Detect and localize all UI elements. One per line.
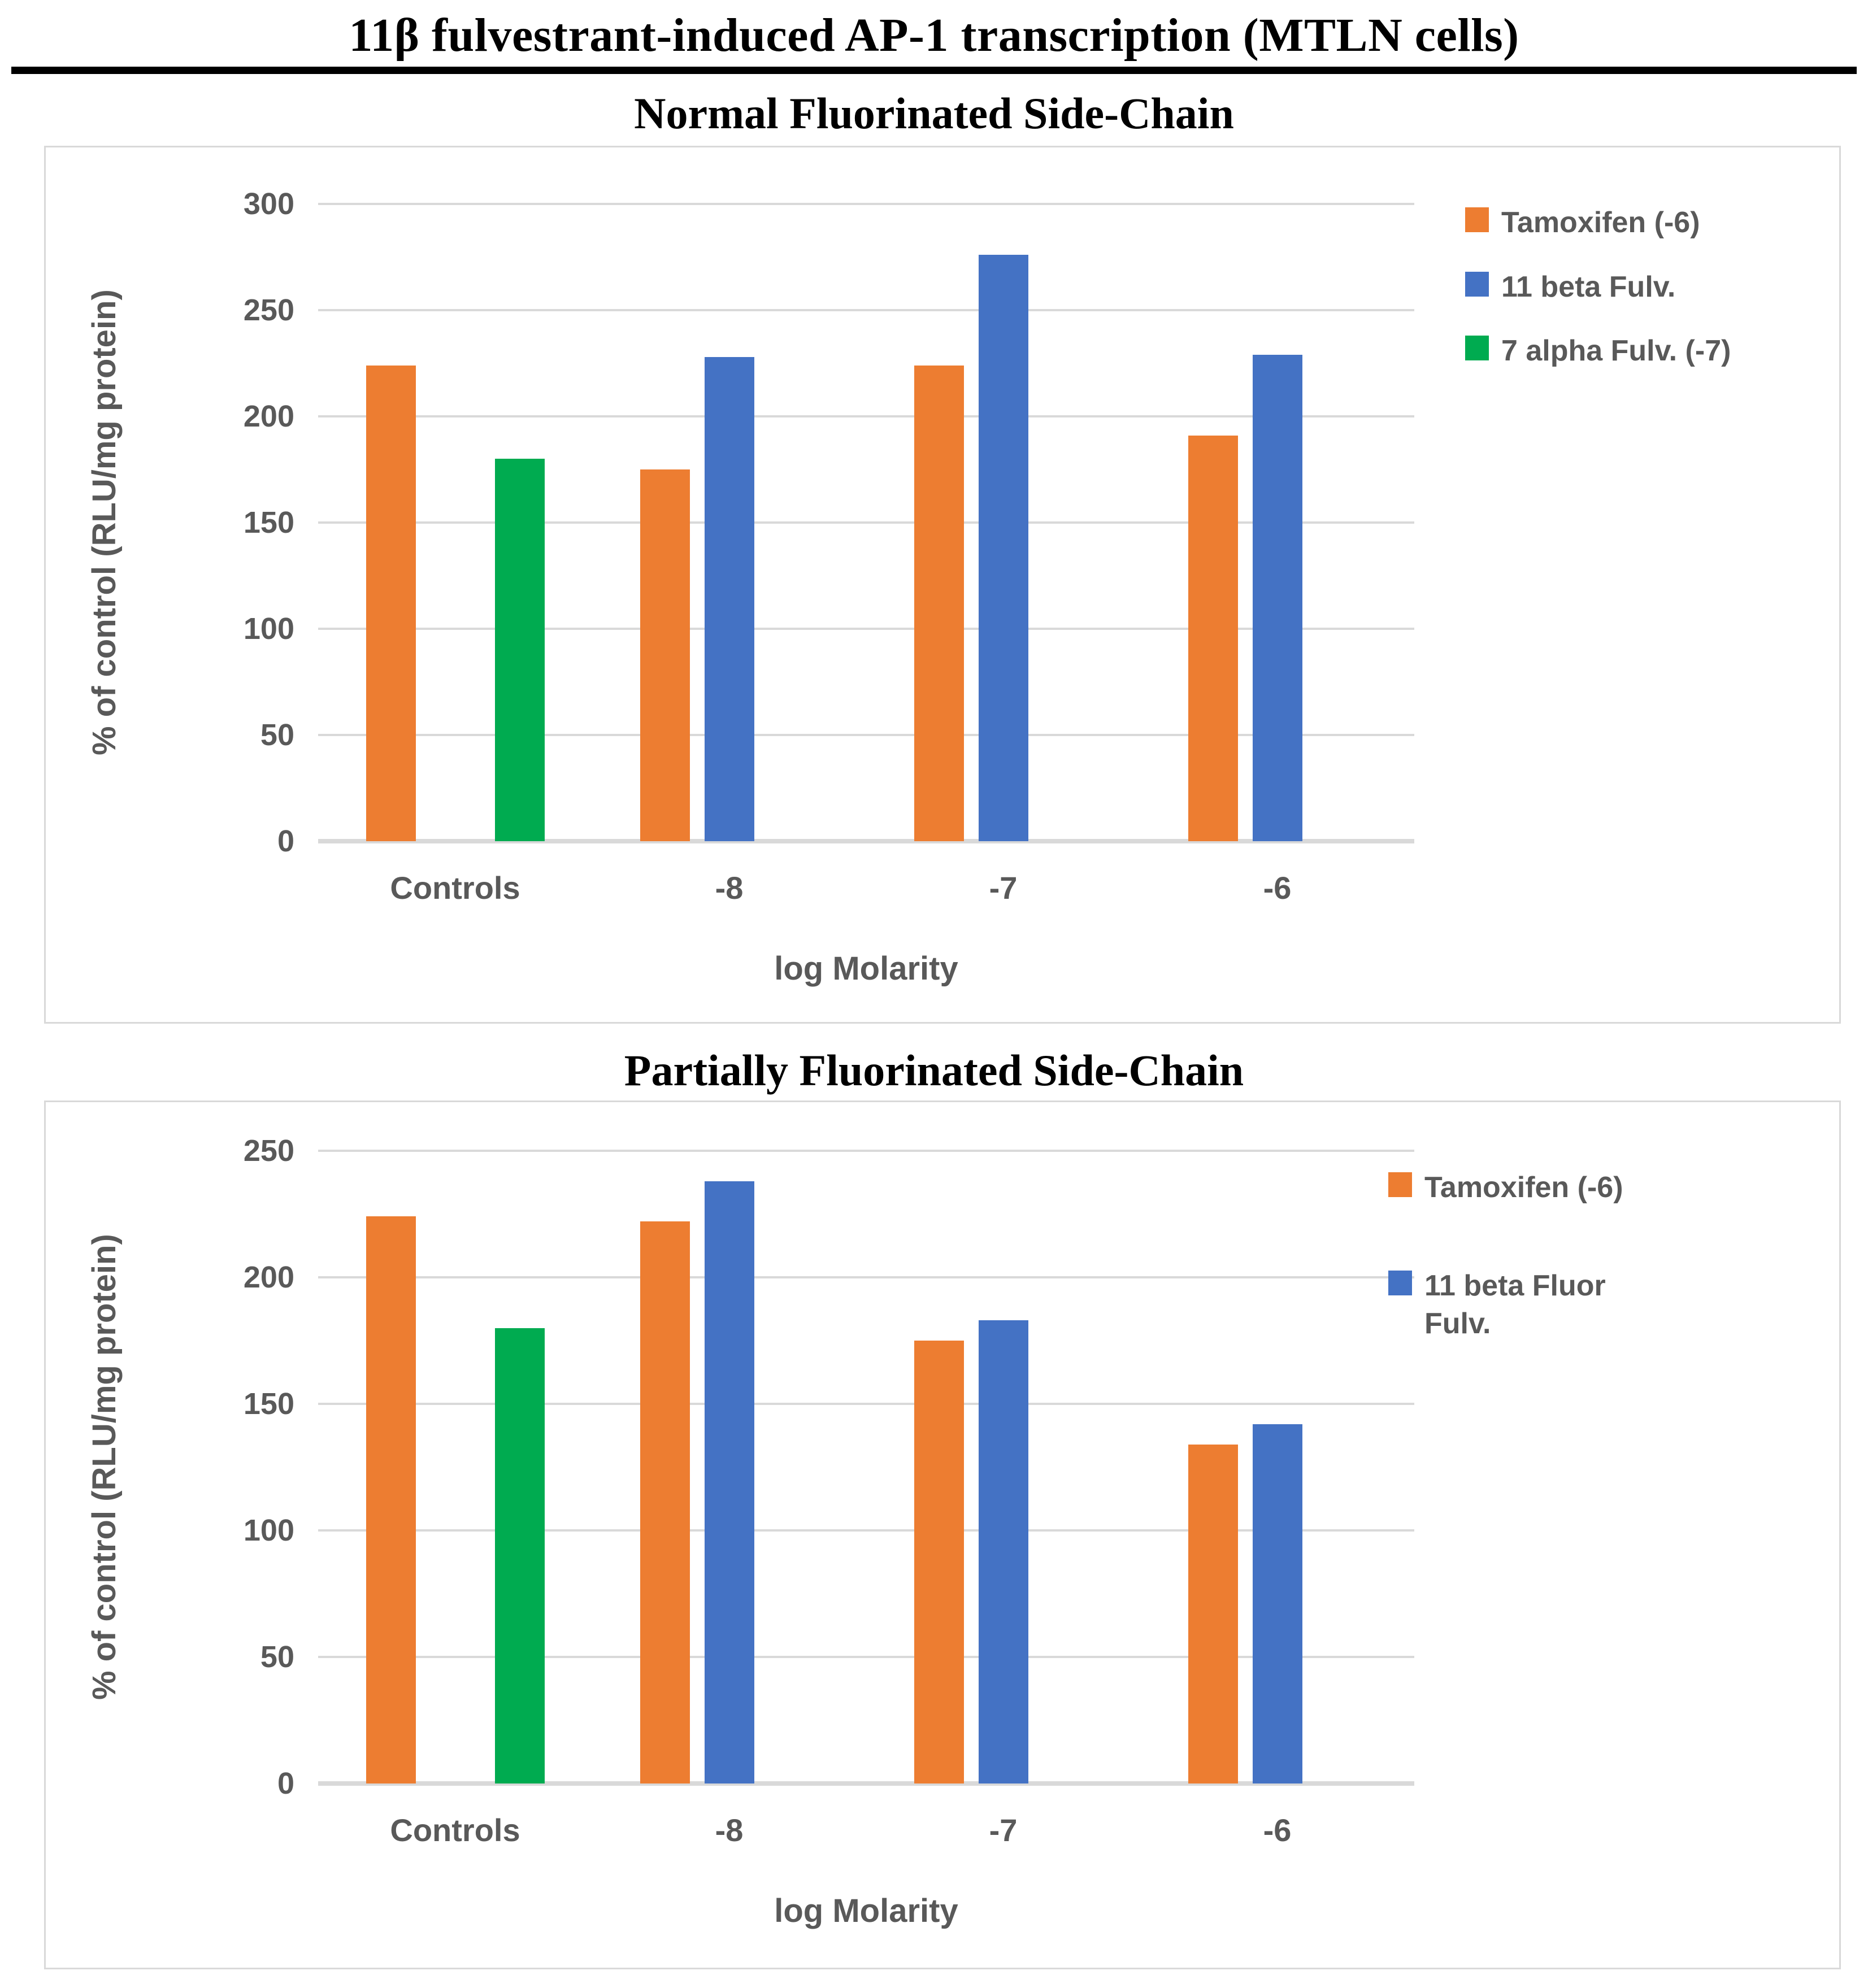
chart1-legend: Tamoxifen (-6) 11 beta Fulv. 7 alpha Fulv.… — [1465, 204, 1731, 371]
chart1-y-axis-title: % of control (RLU/mg protein) — [86, 289, 123, 756]
y-tick-label-250: 250 — [243, 1134, 294, 1168]
category-group-6 — [1140, 1151, 1414, 1783]
bar-tamoxifen-8 — [640, 1221, 690, 1783]
chart2-x-axis-title: log Molarity — [774, 1893, 958, 1929]
x-tick-label-controls: Controls — [390, 870, 520, 906]
chart1-title: Normal Fluorinated Side-Chain — [634, 89, 1234, 138]
y-tick-label-250: 250 — [243, 293, 294, 327]
category-group-7 — [866, 1151, 1140, 1783]
category-group-8 — [592, 1151, 866, 1783]
legend-label-7-alpha-fulv--7: 7 alpha Fulv. (-7) — [1501, 334, 1731, 368]
y-tick-label-100: 100 — [243, 1513, 294, 1547]
gridline-50 — [318, 1656, 1414, 1658]
legend-item-tamoxifen--6: Tamoxifen (-6) — [1465, 204, 1731, 242]
x-tick-label-6: -6 — [1263, 870, 1292, 906]
legend-label-11-beta-fulv: 11 beta Fulv. — [1501, 270, 1676, 303]
chart2-y-axis-ticks: 0 50 100 150 200 250 — [193, 1134, 294, 1800]
category-group-controls — [318, 204, 592, 841]
chart1-x-axis-title: log Molarity — [774, 950, 958, 987]
category-group-7 — [866, 204, 1140, 841]
chart2-bar-groups — [318, 1151, 1414, 1783]
chart2-partially-fluorinated: % of control (RLU/mg protein) 0 50 100 150 2… — [44, 1100, 1841, 1969]
gridline-100 — [318, 1529, 1414, 1532]
legend-marker-blue-square-icon — [1388, 1270, 1412, 1295]
legend-marker-blue-square-icon — [1465, 271, 1489, 297]
legend-label-11-beta-fluor-fulv: 11 beta Fluor Fulv. — [1424, 1269, 1606, 1341]
chart2-y-axis-title: % of control (RLU/mg protein) — [86, 1234, 123, 1700]
legend-item-11-beta-fulv: 11 beta Fulv. — [1465, 268, 1731, 307]
bar-tamoxifen-6 — [1188, 435, 1238, 841]
gridline-100 — [318, 628, 1414, 630]
chart2-x-axis-ticks: Controls -8 -7 -6 — [318, 1812, 1414, 1848]
chart1-bar-groups — [318, 204, 1414, 841]
y-tick-label-200: 200 — [243, 1260, 294, 1294]
gridline-300 — [318, 203, 1414, 205]
y-tick-label-50: 50 — [260, 1640, 294, 1674]
bar-beta-fulv-8 — [704, 356, 754, 841]
gridline-0 — [318, 1781, 1414, 1786]
y-tick-label-150: 150 — [243, 506, 294, 540]
chart1-normal-fluorinated: % of control (RLU/mg protein) 0 50 100 150 2… — [44, 146, 1841, 1024]
chart1-plot-area — [318, 203, 1414, 843]
legend-item-tamoxifen--6: Tamoxifen (-6) — [1388, 1169, 1650, 1207]
y-tick-label-150: 150 — [243, 1387, 294, 1421]
category-group-8 — [592, 204, 866, 841]
gridline-200 — [318, 415, 1414, 417]
gridline-250 — [318, 309, 1414, 311]
y-tick-label-200: 200 — [243, 399, 294, 433]
x-tick-label-7: -7 — [989, 1812, 1018, 1848]
legend-item-11-beta-fluor-fulv: 11 beta Fluor Fulv. — [1388, 1267, 1650, 1343]
chart2-title: Partially Fluorinated Side-Chain — [624, 1046, 1244, 1095]
bar-tamoxifen-controls — [366, 1216, 416, 1783]
x-tick-label-8: -8 — [715, 1812, 744, 1848]
gridline-50 — [318, 734, 1414, 736]
x-tick-label-controls: Controls — [390, 1812, 520, 1848]
bar-beta-fluor-fulv-6 — [1252, 1424, 1302, 1783]
legend-label-tamoxifen--6: Tamoxifen (-6) — [1424, 1171, 1623, 1204]
bar-tamoxifen-controls — [366, 365, 416, 841]
bar-beta-fluor-fulv-8 — [704, 1181, 754, 1783]
y-tick-label-0: 0 — [277, 824, 294, 858]
legend-marker-green-square-icon — [1465, 336, 1489, 361]
bar-tamoxifen-6 — [1188, 1444, 1238, 1783]
x-tick-label-8: -8 — [715, 870, 744, 906]
title-divider-line — [11, 67, 1857, 74]
x-tick-label-6: -6 — [1263, 1812, 1292, 1848]
bar-control-green-controls — [494, 1328, 545, 1783]
gridline-150 — [318, 521, 1414, 524]
chart1-y-axis-ticks: 0 50 100 150 200 250 300 — [193, 187, 294, 858]
category-group-6 — [1140, 204, 1414, 841]
x-tick-label-7: -7 — [989, 870, 1018, 906]
y-tick-label-0: 0 — [277, 1767, 294, 1800]
chart2-legend: Tamoxifen (-6) 11 beta Fluor Fulv. — [1388, 1169, 1650, 1343]
gridline-0 — [318, 839, 1414, 843]
bar-tamoxifen-7 — [914, 365, 964, 841]
y-tick-label-300: 300 — [243, 187, 294, 221]
bar-beta-fluor-fulv-7 — [978, 1320, 1028, 1783]
legend-label-tamoxifen--6: Tamoxifen (-6) — [1501, 206, 1700, 239]
y-tick-label-100: 100 — [243, 612, 294, 646]
chart2-plot-area — [318, 1150, 1414, 1786]
bar-beta-fulv-6 — [1252, 354, 1302, 841]
gridline-200 — [318, 1276, 1414, 1278]
legend-marker-orange-square-icon — [1465, 207, 1489, 232]
y-tick-label-50: 50 — [260, 718, 294, 752]
main-title: 11β fulvestrant-induced AP-1 transcripti… — [349, 9, 1519, 62]
gridline-150 — [318, 1403, 1414, 1405]
bar-tamoxifen-8 — [640, 469, 690, 841]
legend-item-7-alpha-fulv--7: 7 alpha Fulv. (-7) — [1465, 332, 1731, 371]
bar-beta-fulv-7 — [978, 255, 1028, 841]
bar-alpha-fulv-controls — [494, 459, 545, 841]
bar-tamoxifen-7 — [914, 1341, 964, 1783]
category-group-controls — [318, 1151, 592, 1783]
chart1-x-axis-ticks: Controls -8 -7 -6 — [318, 869, 1414, 906]
gridline-250 — [318, 1150, 1414, 1152]
legend-marker-orange-square-icon — [1388, 1172, 1412, 1197]
